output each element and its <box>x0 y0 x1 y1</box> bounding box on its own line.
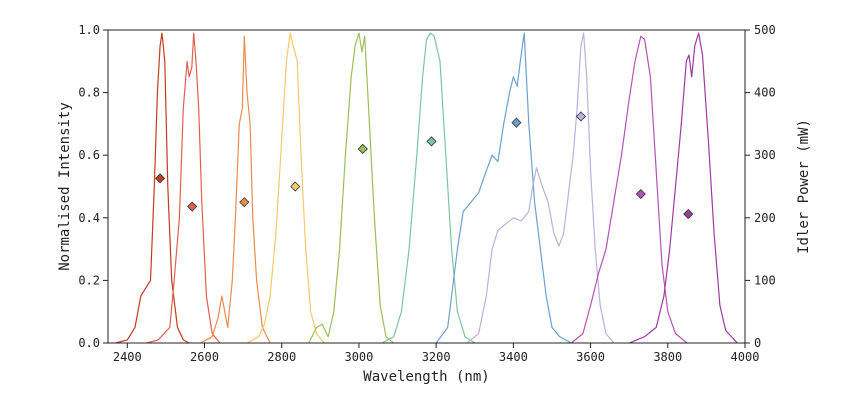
x-tick-label: 2800 <box>267 350 296 364</box>
y2-tick-label: 300 <box>754 148 776 162</box>
x-tick-label: 2600 <box>190 350 219 364</box>
y-axis-right: 0 100 200 300 400 500 <box>745 23 776 350</box>
x-axis-label: Wavelength (nm) <box>363 369 489 385</box>
x-tick-label: 3000 <box>344 350 373 364</box>
spectrum-line-4 <box>246 32 325 344</box>
idler-power-marker-2 <box>187 201 198 212</box>
spectrum-line-2 <box>146 32 221 344</box>
x-tick-label: 4000 <box>731 350 760 364</box>
spectrum-line-1 <box>115 32 190 344</box>
y2-tick-label: 500 <box>754 23 776 37</box>
idler-power-marker-5 <box>357 143 368 155</box>
y2-tick-label: 0 <box>754 336 761 350</box>
idler-power-marker-9 <box>635 188 646 200</box>
idler-power-marker-7 <box>511 117 522 128</box>
x-axis: 2400 2600 2800 3000 3200 3400 3600 3800 4000 <box>113 343 760 364</box>
y-tick-label: 1.0 <box>78 23 100 37</box>
spectrum-line-6 <box>381 32 476 344</box>
idler-power-marker-4 <box>290 181 301 192</box>
spectrum-line-9 <box>570 35 688 344</box>
x-tick-label: 2400 <box>113 350 142 364</box>
spectra-layer <box>115 32 738 344</box>
y2-tick-label: 400 <box>754 86 776 100</box>
idler-power-marker-3 <box>239 197 250 208</box>
x-tick-label: 3800 <box>653 350 682 364</box>
y2-tick-label: 200 <box>754 211 776 225</box>
x-tick-label: 3200 <box>422 350 451 364</box>
y-tick-label: 0.8 <box>78 86 100 100</box>
idler-power-markers <box>155 111 694 220</box>
idler-power-marker-6 <box>426 136 437 147</box>
plot-frame <box>107 29 746 344</box>
x-tick-label: 3400 <box>499 350 528 364</box>
spectrum-line-8 <box>466 32 615 344</box>
idler-power-marker-10 <box>683 208 694 220</box>
spectrum-line-7 <box>435 32 572 344</box>
y2-axis-label: Idler Power (mW) <box>796 119 812 254</box>
y-tick-label: 0.6 <box>78 148 100 162</box>
idler-power-marker-8 <box>575 111 586 122</box>
y2-tick-label: 100 <box>754 273 776 287</box>
x-tick-label: 3600 <box>576 350 605 364</box>
spectrum-line-3 <box>200 35 271 344</box>
spectrum-line-10 <box>628 32 738 344</box>
y-axis-left: 0.0 0.2 0.4 0.6 0.8 1.0 <box>78 23 108 350</box>
y-tick-label: 0.0 <box>78 336 100 350</box>
y-axis-label: Normalised Intensity <box>57 102 73 271</box>
y-tick-label: 0.4 <box>78 211 100 225</box>
spectrum-line-5 <box>308 32 395 344</box>
idler-power-marker-1 <box>155 173 166 184</box>
y-tick-label: 0.2 <box>78 273 100 287</box>
